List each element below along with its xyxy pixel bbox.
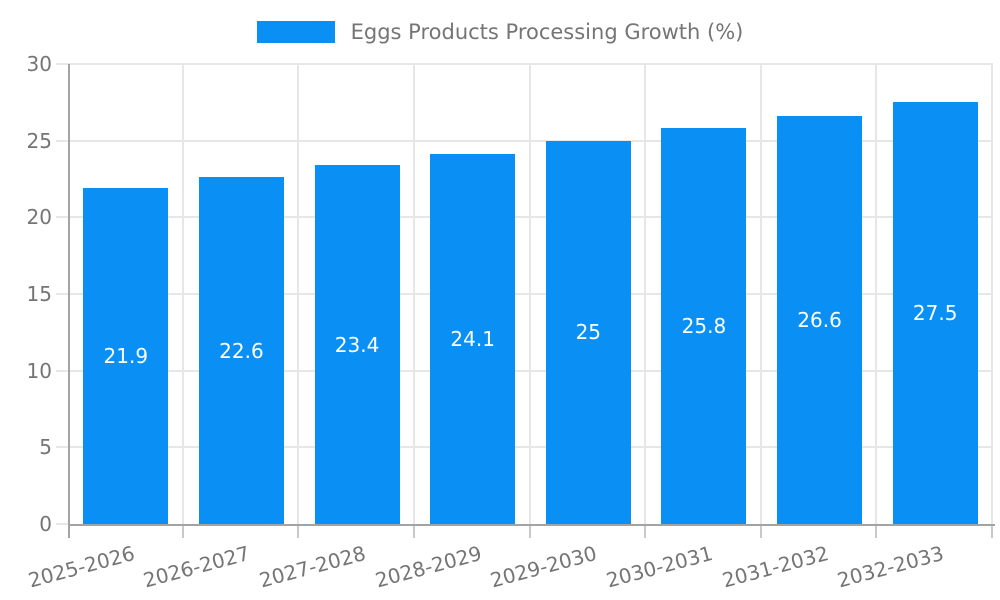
bar[interactable]: [314, 165, 400, 524]
grid-line-horizontal: [68, 216, 993, 219]
grid-line-horizontal: [68, 293, 993, 295]
bar-value-label: 27.5: [912, 301, 958, 326]
bar[interactable]: [545, 140, 631, 524]
x-axis-tick-mark: [297, 526, 300, 538]
y-axis-tick-mark: [56, 523, 68, 525]
y-axis-line: [68, 64, 70, 538]
x-axis-tick-label: 2028-2029: [372, 541, 484, 593]
x-axis-tick-label: 2031-2032: [719, 541, 831, 593]
bar-value-label: 24.1: [450, 327, 495, 352]
x-axis-tick-mark: [644, 526, 647, 538]
grid-line-vertical: [759, 64, 762, 524]
x-axis-tick-mark: [528, 526, 531, 538]
legend-label: Eggs Products Processing Growth (%): [350, 20, 744, 44]
bar[interactable]: [892, 102, 978, 524]
x-axis-tick-mark: [759, 526, 762, 538]
x-axis-line: [68, 524, 995, 526]
legend-color-swatch: [256, 21, 335, 43]
grid-line-horizontal: [68, 139, 993, 142]
x-axis-tick-label: 2025-2026: [25, 541, 138, 593]
x-axis-tick-label: 2029-2030: [488, 541, 600, 593]
legend-item[interactable]: Eggs Products Processing Growth (%): [0, 16, 1000, 48]
y-axis-tick-mark: [56, 63, 68, 65]
y-axis-tick-label: 10: [26, 358, 52, 383]
grid-line-vertical: [644, 64, 647, 524]
grid-line-vertical: [991, 64, 993, 524]
x-axis-tick-mark: [875, 526, 878, 538]
grid-line-vertical: [412, 64, 415, 524]
x-axis-tick-label: 2027-2028: [256, 541, 369, 593]
grid-line-vertical: [297, 64, 300, 524]
bar-value-label: 26.6: [797, 308, 842, 333]
x-axis-tick-label: 2032-2033: [834, 541, 947, 593]
x-axis-tick-label: 2030-2031: [603, 541, 716, 593]
grid-line-horizontal: [68, 63, 993, 65]
x-axis-tick-mark: [181, 526, 184, 538]
bar-value-label: 22.6: [219, 338, 264, 363]
bar-value-label: 25: [575, 320, 602, 345]
x-axis-tick-label: 2026-2027: [141, 541, 253, 593]
bar-value-label: 23.4: [334, 332, 380, 357]
grid-line-horizontal: [68, 369, 993, 372]
y-axis-tick-label: 30: [26, 52, 52, 76]
y-axis-tick-mark: [56, 216, 68, 219]
bar[interactable]: [430, 154, 516, 524]
bar-value-label: 21.9: [103, 344, 149, 369]
y-axis-tick-label: 25: [26, 128, 52, 153]
grid-line-vertical: [181, 64, 184, 524]
y-axis-tick-mark: [56, 293, 68, 295]
grid-line-horizontal: [68, 446, 993, 449]
bar[interactable]: [83, 188, 169, 524]
grid-line-vertical: [528, 64, 531, 524]
bar-value-label: 25.8: [681, 314, 727, 339]
x-axis-tick-mark: [412, 526, 415, 538]
bar[interactable]: [777, 116, 863, 524]
x-axis-tick-mark: [991, 526, 993, 538]
y-axis-tick-label: 20: [26, 205, 52, 230]
y-axis-tick-mark: [56, 369, 68, 372]
bar[interactable]: [661, 128, 747, 524]
y-axis-tick-label: 5: [39, 435, 52, 460]
y-axis-tick-mark: [56, 446, 68, 449]
y-axis-tick-mark: [56, 139, 68, 142]
y-axis-tick-label: 0: [39, 512, 52, 536]
y-axis-tick-label: 15: [26, 282, 52, 306]
grid-line-vertical: [875, 64, 878, 524]
bar[interactable]: [198, 177, 284, 524]
